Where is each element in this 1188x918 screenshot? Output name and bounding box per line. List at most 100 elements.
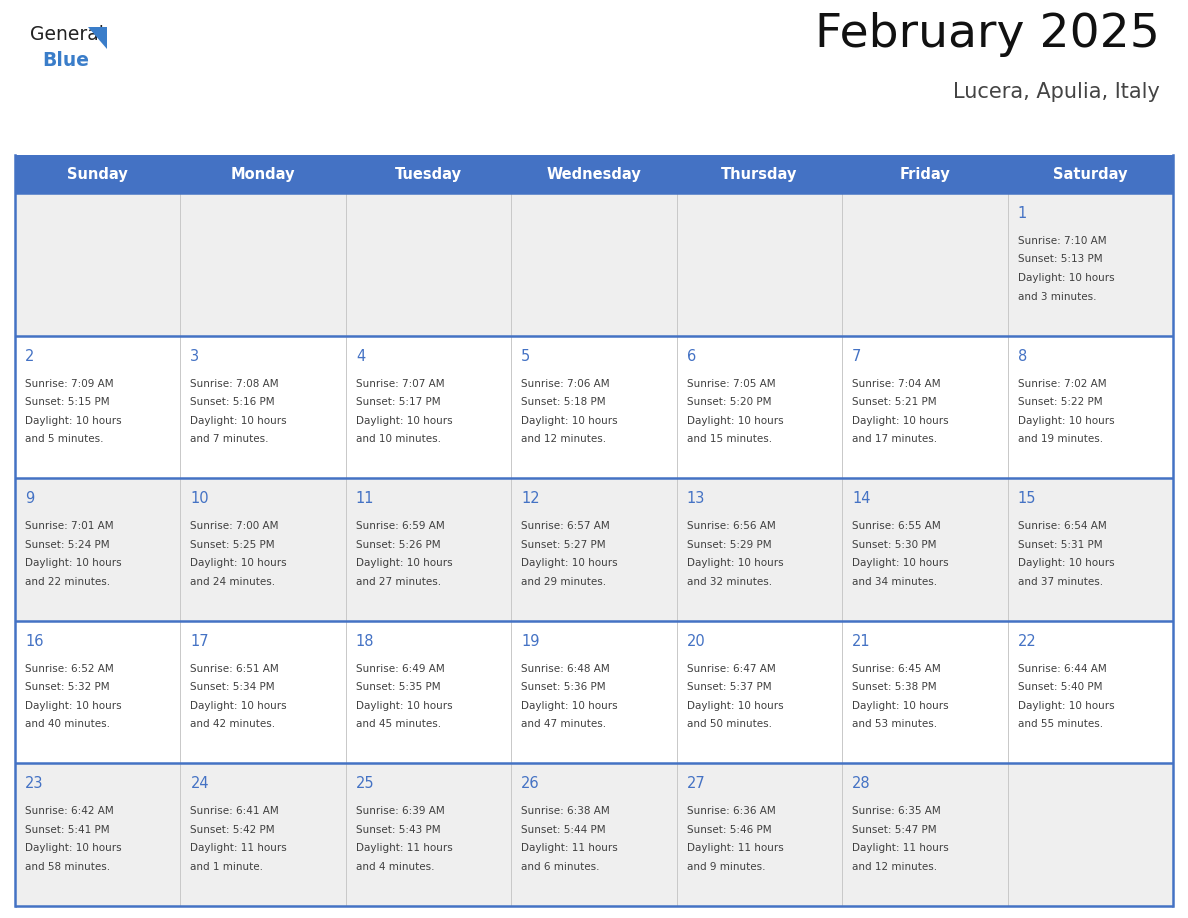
Text: Sunrise: 6:59 AM: Sunrise: 6:59 AM — [356, 521, 444, 532]
Text: Sunrise: 6:38 AM: Sunrise: 6:38 AM — [522, 806, 609, 816]
Text: 1: 1 — [1018, 206, 1026, 221]
Bar — [15, 764, 1173, 906]
Text: Daylight: 10 hours: Daylight: 10 hours — [1018, 700, 1114, 711]
Text: Sunset: 5:27 PM: Sunset: 5:27 PM — [522, 540, 606, 550]
Text: and 5 minutes.: and 5 minutes. — [25, 434, 103, 444]
Text: 13: 13 — [687, 491, 706, 506]
Text: Sunrise: 6:48 AM: Sunrise: 6:48 AM — [522, 664, 609, 674]
Text: and 7 minutes.: and 7 minutes. — [190, 434, 268, 444]
Text: Daylight: 10 hours: Daylight: 10 hours — [25, 416, 121, 426]
Text: Sunrise: 6:39 AM: Sunrise: 6:39 AM — [356, 806, 444, 816]
Text: 8: 8 — [1018, 349, 1026, 364]
Text: Sunrise: 6:52 AM: Sunrise: 6:52 AM — [25, 664, 114, 674]
Text: Sunrise: 6:47 AM: Sunrise: 6:47 AM — [687, 664, 776, 674]
Text: Sunrise: 6:55 AM: Sunrise: 6:55 AM — [852, 521, 941, 532]
Text: and 50 minutes.: and 50 minutes. — [687, 720, 772, 729]
Text: 19: 19 — [522, 633, 539, 649]
Text: and 10 minutes.: and 10 minutes. — [356, 434, 441, 444]
Text: and 53 minutes.: and 53 minutes. — [852, 720, 937, 729]
Text: Daylight: 10 hours: Daylight: 10 hours — [25, 844, 121, 854]
Text: Daylight: 10 hours: Daylight: 10 hours — [25, 700, 121, 711]
Text: Sunset: 5:38 PM: Sunset: 5:38 PM — [852, 682, 937, 692]
Text: and 27 minutes.: and 27 minutes. — [356, 577, 441, 587]
Text: 4: 4 — [356, 349, 365, 364]
Text: Sunset: 5:17 PM: Sunset: 5:17 PM — [356, 397, 441, 407]
Text: 12: 12 — [522, 491, 539, 506]
Text: and 32 minutes.: and 32 minutes. — [687, 577, 772, 587]
Text: and 40 minutes.: and 40 minutes. — [25, 720, 110, 729]
Text: and 47 minutes.: and 47 minutes. — [522, 720, 606, 729]
Text: Daylight: 10 hours: Daylight: 10 hours — [687, 700, 783, 711]
Text: Daylight: 10 hours: Daylight: 10 hours — [190, 416, 287, 426]
Text: Sunset: 5:32 PM: Sunset: 5:32 PM — [25, 682, 109, 692]
Text: 11: 11 — [356, 491, 374, 506]
Text: and 37 minutes.: and 37 minutes. — [1018, 577, 1102, 587]
Text: Sunrise: 7:09 AM: Sunrise: 7:09 AM — [25, 378, 114, 388]
Text: and 19 minutes.: and 19 minutes. — [1018, 434, 1102, 444]
Text: and 45 minutes.: and 45 minutes. — [356, 720, 441, 729]
Text: Daylight: 10 hours: Daylight: 10 hours — [190, 700, 287, 711]
Text: Daylight: 10 hours: Daylight: 10 hours — [1018, 273, 1114, 283]
Text: Sunrise: 7:06 AM: Sunrise: 7:06 AM — [522, 378, 609, 388]
Text: 14: 14 — [852, 491, 871, 506]
Text: Wednesday: Wednesday — [546, 166, 642, 182]
Text: Sunset: 5:35 PM: Sunset: 5:35 PM — [356, 682, 441, 692]
Text: Sunset: 5:40 PM: Sunset: 5:40 PM — [1018, 682, 1102, 692]
Text: Sunset: 5:47 PM: Sunset: 5:47 PM — [852, 825, 937, 834]
Text: Thursday: Thursday — [721, 166, 797, 182]
Text: 20: 20 — [687, 633, 706, 649]
Text: Daylight: 10 hours: Daylight: 10 hours — [356, 700, 453, 711]
Text: and 29 minutes.: and 29 minutes. — [522, 577, 606, 587]
Text: Sunrise: 7:10 AM: Sunrise: 7:10 AM — [1018, 236, 1106, 246]
Bar — [15, 193, 1173, 336]
Text: Sunset: 5:18 PM: Sunset: 5:18 PM — [522, 397, 606, 407]
Text: 6: 6 — [687, 349, 696, 364]
Text: Sunrise: 7:05 AM: Sunrise: 7:05 AM — [687, 378, 776, 388]
Text: Sunrise: 6:41 AM: Sunrise: 6:41 AM — [190, 806, 279, 816]
Text: and 6 minutes.: and 6 minutes. — [522, 862, 600, 872]
Text: Sunrise: 7:04 AM: Sunrise: 7:04 AM — [852, 378, 941, 388]
Text: Sunset: 5:34 PM: Sunset: 5:34 PM — [190, 682, 276, 692]
Text: Sunset: 5:44 PM: Sunset: 5:44 PM — [522, 825, 606, 834]
Text: Sunset: 5:26 PM: Sunset: 5:26 PM — [356, 540, 441, 550]
Text: Sunset: 5:42 PM: Sunset: 5:42 PM — [190, 825, 276, 834]
Bar — [15, 478, 1173, 621]
Text: Sunset: 5:41 PM: Sunset: 5:41 PM — [25, 825, 109, 834]
Text: 22: 22 — [1018, 633, 1036, 649]
Text: and 17 minutes.: and 17 minutes. — [852, 434, 937, 444]
Text: Sunset: 5:15 PM: Sunset: 5:15 PM — [25, 397, 109, 407]
Text: Sunset: 5:21 PM: Sunset: 5:21 PM — [852, 397, 937, 407]
Text: Sunrise: 7:08 AM: Sunrise: 7:08 AM — [190, 378, 279, 388]
Text: Lucera, Apulia, Italy: Lucera, Apulia, Italy — [953, 82, 1159, 102]
Text: 10: 10 — [190, 491, 209, 506]
Text: Daylight: 11 hours: Daylight: 11 hours — [687, 844, 783, 854]
Text: Daylight: 10 hours: Daylight: 10 hours — [852, 416, 949, 426]
Text: Daylight: 10 hours: Daylight: 10 hours — [522, 416, 618, 426]
Text: Daylight: 10 hours: Daylight: 10 hours — [356, 558, 453, 568]
Text: February 2025: February 2025 — [815, 12, 1159, 57]
Text: Monday: Monday — [230, 166, 296, 182]
Text: Daylight: 11 hours: Daylight: 11 hours — [356, 844, 453, 854]
Bar — [15, 336, 1173, 478]
Text: Sunrise: 7:00 AM: Sunrise: 7:00 AM — [190, 521, 279, 532]
Text: 15: 15 — [1018, 491, 1036, 506]
Text: and 4 minutes.: and 4 minutes. — [356, 862, 435, 872]
Text: and 12 minutes.: and 12 minutes. — [852, 862, 937, 872]
Text: and 9 minutes.: and 9 minutes. — [687, 862, 765, 872]
Text: Sunset: 5:36 PM: Sunset: 5:36 PM — [522, 682, 606, 692]
Text: 18: 18 — [356, 633, 374, 649]
Text: Friday: Friday — [899, 166, 950, 182]
Text: and 15 minutes.: and 15 minutes. — [687, 434, 772, 444]
Text: 16: 16 — [25, 633, 44, 649]
Text: 2: 2 — [25, 349, 34, 364]
Text: Daylight: 10 hours: Daylight: 10 hours — [190, 558, 287, 568]
Text: and 22 minutes.: and 22 minutes. — [25, 577, 110, 587]
Text: Sunset: 5:24 PM: Sunset: 5:24 PM — [25, 540, 109, 550]
Text: Sunrise: 6:36 AM: Sunrise: 6:36 AM — [687, 806, 776, 816]
Text: Daylight: 10 hours: Daylight: 10 hours — [522, 558, 618, 568]
Text: Daylight: 11 hours: Daylight: 11 hours — [522, 844, 618, 854]
Text: Sunrise: 7:02 AM: Sunrise: 7:02 AM — [1018, 378, 1106, 388]
Text: Daylight: 10 hours: Daylight: 10 hours — [687, 416, 783, 426]
Text: 7: 7 — [852, 349, 861, 364]
Text: General: General — [30, 25, 103, 44]
